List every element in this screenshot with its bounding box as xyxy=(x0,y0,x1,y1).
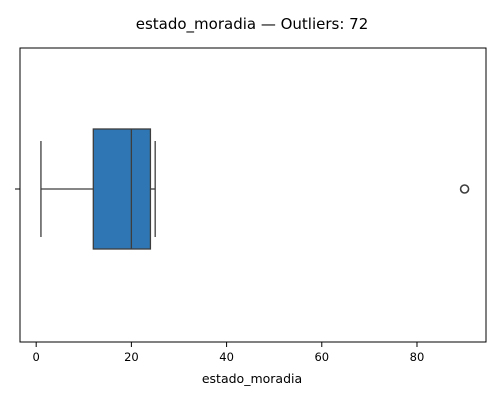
plot-frame xyxy=(19,47,487,343)
chart-title: estado_moradia — Outliers: 72 xyxy=(136,15,369,34)
x-tick-label: 0 xyxy=(33,350,40,364)
x-tick-label: 80 xyxy=(410,350,425,364)
iqr-box xyxy=(92,128,152,250)
x-tick-label: 20 xyxy=(124,350,139,364)
x-tick-label: 40 xyxy=(219,350,234,364)
x-tick-label: 60 xyxy=(314,350,329,364)
x-axis: 0 20 40 60 80 xyxy=(33,342,425,364)
plot-marks xyxy=(40,128,470,250)
x-axis-label: estado_moradia xyxy=(202,371,302,386)
outlier-point xyxy=(459,184,470,194)
